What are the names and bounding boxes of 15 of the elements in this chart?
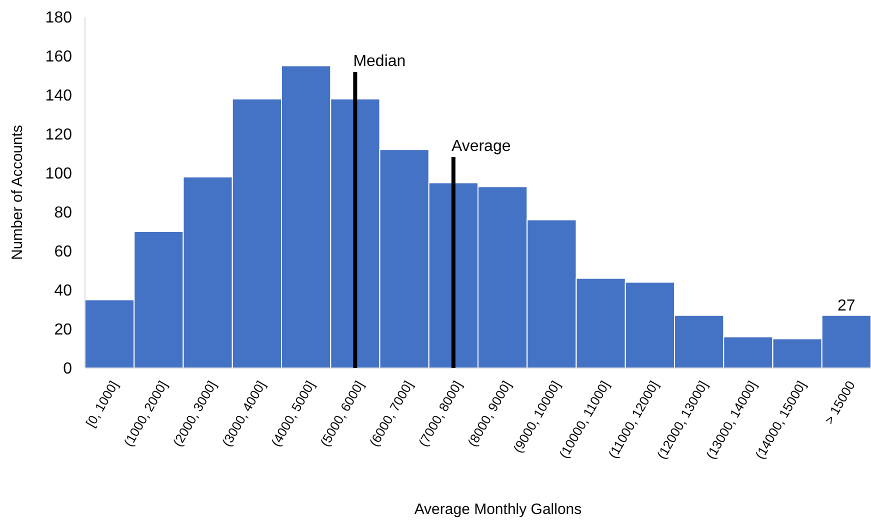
y-tick-label: 80 bbox=[54, 204, 72, 222]
ref-line-label: Median bbox=[353, 53, 406, 70]
y-tick-label: 120 bbox=[45, 126, 72, 144]
x-axis-title: Average Monthly Gallons bbox=[414, 501, 582, 518]
data-label: 27 bbox=[838, 297, 856, 314]
y-tick-label: 0 bbox=[63, 360, 72, 378]
y-tick-label: 100 bbox=[45, 166, 72, 183]
ref-line-label: Average bbox=[451, 138, 511, 155]
y-tick-label: 160 bbox=[45, 48, 72, 66]
y-tick-label: 20 bbox=[54, 322, 72, 339]
y-tick-label: 60 bbox=[54, 244, 72, 261]
y-tick-label: 40 bbox=[54, 282, 72, 300]
y-tick-label: 180 bbox=[45, 10, 72, 27]
y-axis-title: Number of Accounts bbox=[9, 124, 26, 260]
y-tick-label: 140 bbox=[45, 88, 72, 105]
